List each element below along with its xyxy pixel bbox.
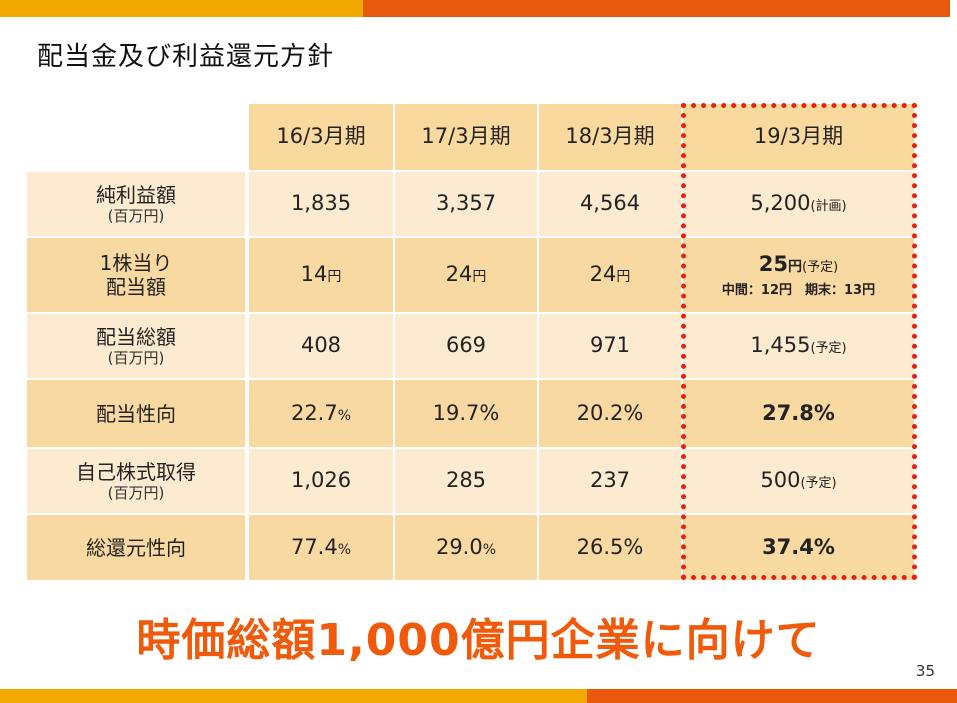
cell-value: 24: [445, 262, 473, 287]
page-number: 35: [915, 662, 935, 680]
cell-value: 14: [300, 262, 328, 287]
table-cell: 285: [395, 449, 537, 513]
bottom-accent-bar-yellow: [0, 689, 587, 703]
table-cell: 14円: [249, 238, 393, 312]
bottom-accent-bar-orange: [587, 689, 957, 703]
header-fy16: 16/3月期: [249, 104, 393, 170]
table-cell: 3,357: [395, 172, 537, 236]
cell-unit-note: (予定): [802, 259, 839, 275]
cell-value: 1,026: [290, 468, 352, 493]
table-cell: 29.0%: [395, 515, 537, 580]
cell-value: 27.8%: [762, 400, 835, 425]
row-label-text: 総還元性向: [86, 535, 186, 560]
row-sublabel-text: (百万円): [107, 349, 165, 367]
table-cell: 971: [539, 314, 681, 378]
table-cell: 20.2%: [539, 380, 681, 447]
cell-value: 20.2%: [576, 400, 644, 425]
cell-value: 408: [300, 333, 342, 358]
table-cell: 24円: [395, 238, 537, 312]
table-cell: 237: [539, 449, 681, 513]
table-cell: 4,564: [539, 172, 681, 236]
header-fy16-label: 16/3月期: [276, 124, 366, 149]
cell-unit: 円: [327, 269, 342, 286]
row-sublabel-text: (百万円): [107, 207, 165, 225]
table-cell: 77.4%: [249, 515, 393, 580]
row-label-share-buyback: 自己株式取得 (百万円): [27, 449, 245, 513]
cell-unit: %: [337, 407, 352, 424]
cell-value: 37.4%: [762, 534, 835, 559]
header-fy19-label: 19/3月期: [753, 124, 844, 149]
row-label-text: 配当総額: [96, 325, 176, 349]
header-fy17: 17/3月期: [395, 104, 537, 170]
table-cell: 27.8%: [683, 380, 914, 447]
cell-value: 29.0: [435, 534, 483, 559]
cell-unit: 円: [616, 269, 631, 286]
cell-unit: (予定): [810, 341, 847, 357]
cell-value: 24: [589, 262, 617, 287]
cell-unit: 円: [472, 269, 487, 286]
row-label-payout-ratio: 配当性向: [27, 380, 245, 447]
row-label-total-dividend: 配当総額 (百万円): [27, 314, 245, 378]
cell-value: 285: [445, 468, 487, 493]
cell-unit: (計画): [810, 199, 847, 215]
top-accent-bar-yellow: [0, 0, 363, 17]
header-fy18-label: 18/3月期: [565, 124, 655, 149]
slogan-text: 時価総額1,000億円企業に向けて: [136, 615, 821, 666]
cell-value: 22.7: [290, 400, 338, 425]
row-label-total-return-ratio: 総還元性向: [27, 515, 245, 580]
slide-title: 配当金及び利益還元方針: [37, 42, 335, 72]
table-cell: 22.7%: [249, 380, 393, 447]
row-label-dividend-per-share: 1株当り 配当額: [27, 238, 245, 312]
cell-value: 5,200: [750, 191, 811, 216]
header-fy17-label: 17/3月期: [421, 124, 511, 149]
table-cell: 408: [249, 314, 393, 378]
cell-unit: %: [337, 541, 352, 558]
cell-value: 971: [589, 333, 631, 358]
cell-value: 26.5%: [576, 534, 644, 559]
table-cell: 26.5%: [539, 515, 681, 580]
table-cell: 5,200(計画): [683, 172, 914, 236]
cell-unit: (予定): [800, 476, 837, 492]
cell-value: 1,455: [750, 333, 811, 358]
cell-value: 4,564: [579, 191, 641, 216]
row-label-text-line2: 配当額: [106, 275, 166, 299]
header-fy18: 18/3月期: [539, 104, 681, 170]
cell-value: 19.7%: [432, 400, 500, 425]
table-cell: 1,835: [249, 172, 393, 236]
top-accent-bar-orange: [363, 0, 950, 17]
row-label-net-income: 純利益額 (百万円): [27, 172, 245, 236]
cell-unit: %: [482, 541, 497, 558]
table-cell: 19.7%: [395, 380, 537, 447]
header-fy19: 19/3月期: [683, 104, 914, 170]
table-cell: 1,455(予定): [683, 314, 914, 378]
row-label-text: 1株当り: [99, 251, 173, 275]
cell-value: 25: [758, 251, 789, 276]
cell-value: 3,357: [435, 191, 497, 216]
cell-value: 1,835: [290, 191, 352, 216]
table-cell: 24円: [539, 238, 681, 312]
cell-unit: 円: [788, 258, 803, 275]
table-cell: 1,026: [249, 449, 393, 513]
cell-value: 669: [445, 333, 487, 358]
table-cell: 25円(予定) 中間：12円 期末：13円: [683, 238, 914, 312]
table-cell: 500(予定): [683, 449, 914, 513]
row-label-text: 純利益額: [96, 183, 176, 207]
cell-value: 500: [760, 468, 801, 493]
row-label-text: 自己株式取得: [76, 460, 196, 484]
row-label-text: 配当性向: [96, 401, 176, 426]
table-cell: 37.4%: [683, 515, 914, 580]
cell-value: 237: [589, 468, 631, 493]
row-sublabel-text: (百万円): [107, 484, 165, 502]
cell-footnote: 中間：12円 期末：13円: [721, 282, 876, 298]
cell-value: 77.4: [290, 534, 338, 559]
table-cell: 669: [395, 314, 537, 378]
